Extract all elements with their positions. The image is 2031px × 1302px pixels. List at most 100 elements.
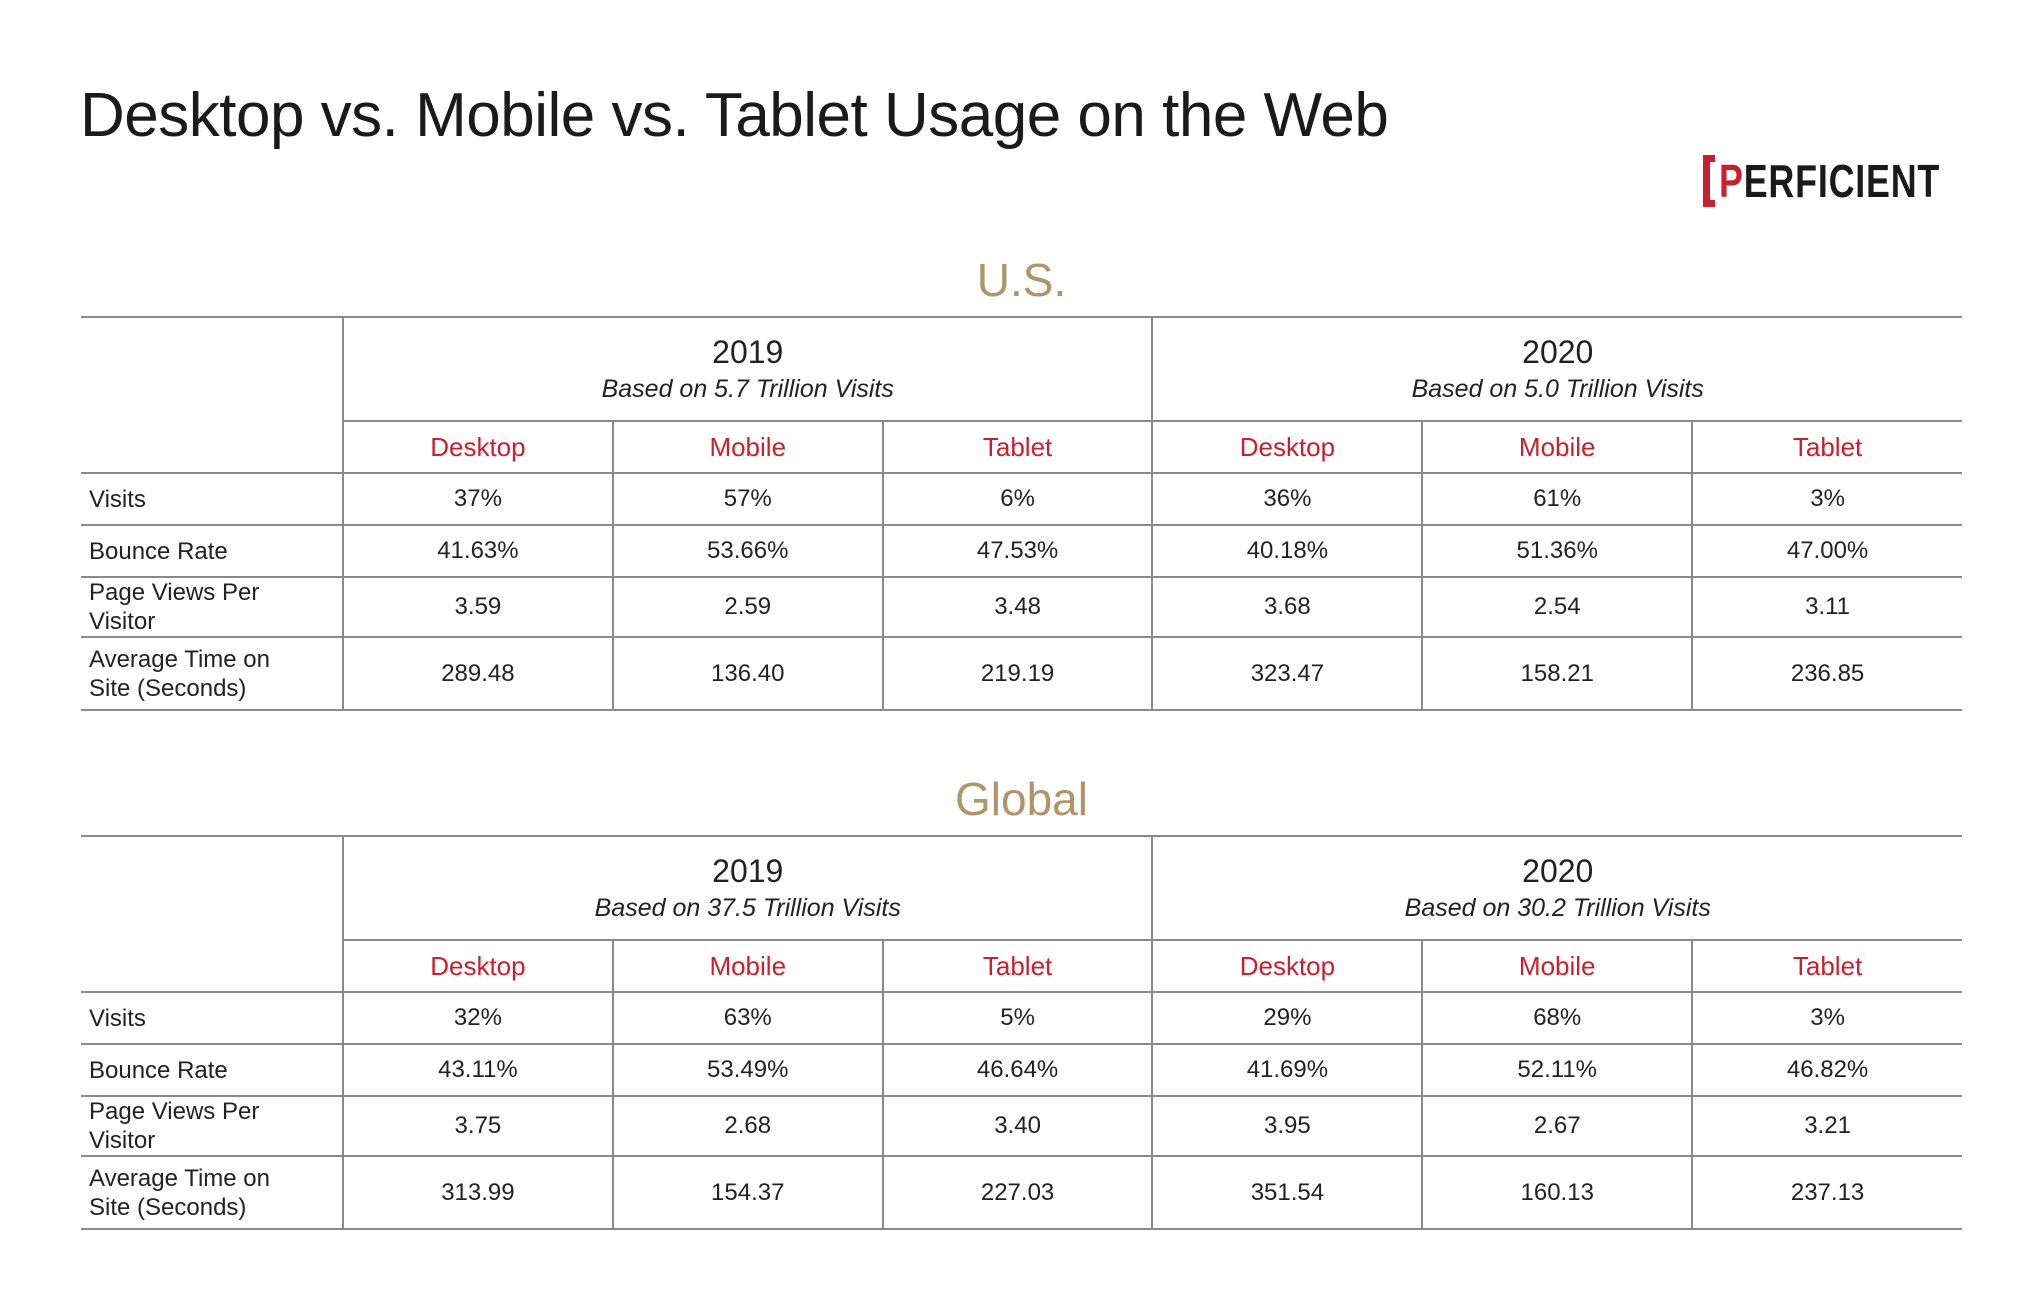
metric-value: 158.21 [1421,636,1693,711]
visits-note: Based on 37.5 Trillion Visits [594,894,901,922]
metric-value: 47.53% [881,524,1153,578]
metric-value: 6% [881,472,1153,526]
data-table: 2019 Based on 5.7 Trillion Visits 2020 Base… [81,316,1962,711]
metric-value: 3% [1691,472,1962,526]
year: 2020 [1522,853,1594,889]
period-header: 2019 Based on 37.5 Trillion Visits [341,835,1153,941]
metric-value: 57% [611,472,883,526]
period-header: 2020 Based on 5.0 Trillion Visits [1151,316,1962,422]
device-row: Desktop Mobile Tablet Desktop Mobile Tablet [81,420,1962,474]
metric-value: 61% [1421,472,1693,526]
metric-row: Average Time on Site (Seconds) 289.48 136.… [81,636,1962,711]
metric-value: 53.66% [611,524,883,578]
metric-label: Visits [81,472,344,526]
data-table: 2019 Based on 37.5 Trillion Visits 2020 Bas… [81,835,1962,1230]
metric-value: 219.19 [881,636,1153,711]
year-row: 2019 Based on 5.7 Trillion Visits 2020 Base… [81,316,1962,474]
metric-row: Bounce Rate 41.63% 53.66% 47.53% 40.18% 51.36… [81,524,1962,578]
metric-value: 3.95 [1151,1095,1423,1157]
metric-value: 36% [1151,472,1423,526]
metric-value: 2.68 [611,1095,883,1157]
visits-note: Based on 5.7 Trillion Visits [601,375,894,403]
device-header: Desktop [342,939,613,993]
metric-value: 41.69% [1151,1043,1423,1097]
metric-value: 323.47 [1151,636,1423,711]
metric-label: Average Time on Site (Seconds) [81,636,344,711]
region-heading: Global [955,773,1088,825]
device-header: Desktop [1151,939,1423,993]
metric-value: 313.99 [342,1155,613,1230]
metric-value: 37% [342,472,613,526]
metric-value: 63% [611,991,883,1045]
metric-value: 2.59 [611,576,883,638]
metric-row: Visits 37% 57% 6% 36% 61% 3% [81,472,1962,526]
metric-value: 3.75 [342,1095,613,1157]
metric-row: Page Views Per Visitor 3.75 2.68 3.40 3.95 2.… [81,1095,1962,1157]
region-heading: U.S. [976,254,1067,306]
device-header: Desktop [342,420,613,474]
metric-value: 351.54 [1151,1155,1423,1230]
year: 2020 [1522,334,1594,370]
metric-value: 237.13 [1691,1155,1962,1230]
metric-value: 3.11 [1691,576,1962,638]
metric-value: 29% [1151,991,1423,1045]
metric-row: Visits 32% 63% 5% 29% 68% 3% [81,991,1962,1045]
logo-mark [1703,155,1715,207]
metric-value: 32% [342,991,613,1045]
visits-note: Based on 5.0 Trillion Visits [1411,375,1704,403]
metric-value: 3.68 [1151,576,1423,638]
blank-cell [81,835,344,993]
metric-value: 51.36% [1421,524,1693,578]
metric-row: Average Time on Site (Seconds) 313.99 154.… [81,1155,1962,1230]
metric-value: 3.40 [881,1095,1153,1157]
metric-value: 47.00% [1691,524,1962,578]
year: 2019 [712,853,784,889]
metric-value: 5% [881,991,1153,1045]
logo: PERFICIENT [1703,152,2002,210]
metric-value: 40.18% [1151,524,1423,578]
metric-value: 52.11% [1421,1043,1693,1097]
device-header: Mobile [611,939,883,993]
period-header: 2020 Based on 30.2 Trillion Visits [1151,835,1962,941]
page-title: Desktop vs. Mobile vs. Tablet Usage on t… [80,81,1389,150]
device-header: Tablet [881,420,1153,474]
metric-row: Page Views Per Visitor 3.59 2.59 3.48 3.68 2.… [81,576,1962,638]
blank-cell [81,316,344,474]
year-row: 2019 Based on 37.5 Trillion Visits 2020 Bas… [81,835,1962,993]
metric-value: 68% [1421,991,1693,1045]
metric-value: 46.64% [881,1043,1153,1097]
device-header: Tablet [1691,420,1962,474]
metric-value: 3.59 [342,576,613,638]
device-header: Tablet [881,939,1153,993]
metric-value: 3.21 [1691,1095,1962,1157]
year: 2019 [712,334,784,370]
device-header: Mobile [611,420,883,474]
device-header: Tablet [1691,939,1962,993]
metric-value: 160.13 [1421,1155,1693,1230]
metric-row: Bounce Rate 43.11% 53.49% 46.64% 41.69% 52.11… [81,1043,1962,1097]
metric-value: 154.37 [611,1155,883,1230]
device-header: Mobile [1421,939,1693,993]
metric-value: 2.54 [1421,576,1693,638]
visits-note: Based on 30.2 Trillion Visits [1404,894,1711,922]
metric-value: 136.40 [611,636,883,711]
period-header: 2019 Based on 5.7 Trillion Visits [341,316,1153,422]
device-header: Desktop [1151,420,1423,474]
metric-label: Page Views Per Visitor [81,1095,344,1157]
metric-label: Bounce Rate [81,1043,344,1097]
metric-value: 3% [1691,991,1962,1045]
metric-value: 46.82% [1691,1043,1962,1097]
metric-label: Page Views Per Visitor [81,576,344,638]
metric-label: Bounce Rate [81,524,344,578]
device-row: Desktop Mobile Tablet Desktop Mobile Tablet [81,939,1962,993]
metric-label: Average Time on Site (Seconds) [81,1155,344,1230]
metric-value: 289.48 [342,636,613,711]
metric-value: 236.85 [1691,636,1962,711]
metric-value: 227.03 [881,1155,1153,1230]
metric-value: 3.48 [881,576,1153,638]
metric-value: 41.63% [342,524,613,578]
metric-value: 53.49% [611,1043,883,1097]
metric-value: 43.11% [342,1043,613,1097]
logo-text: PERFICIENT [1719,155,1941,207]
